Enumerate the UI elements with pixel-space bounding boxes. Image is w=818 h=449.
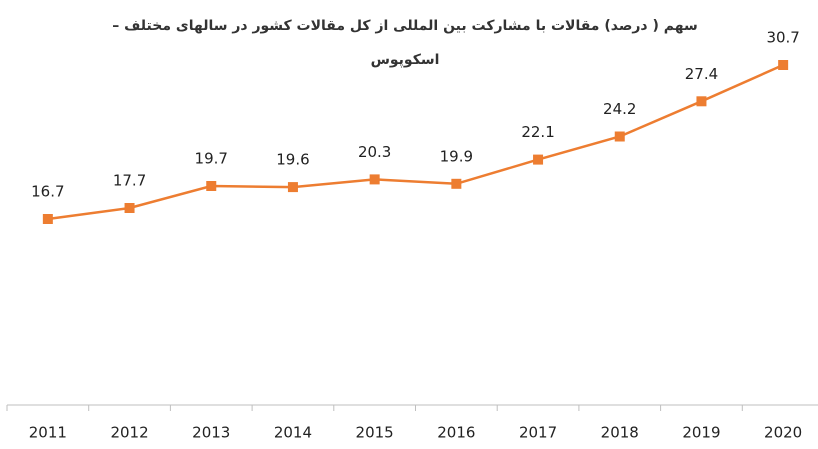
marker <box>696 96 707 107</box>
x-tick-label: 2014 <box>274 424 312 442</box>
x-tick-label: 2018 <box>601 424 639 442</box>
chart-title: سهم ( درصد) مقالات با مشارکت بین المللی … <box>112 18 698 34</box>
marker <box>287 182 298 193</box>
data-label: 24.2 <box>603 100 636 118</box>
data-label: 20.3 <box>358 143 391 161</box>
data-label: 16.7 <box>31 183 64 201</box>
data-label: 19.6 <box>276 151 309 169</box>
data-label: 30.7 <box>766 29 799 47</box>
data-label: 19.9 <box>440 147 473 165</box>
x-tick-label: 2015 <box>356 424 394 442</box>
marker <box>42 214 53 224</box>
marker <box>778 60 789 70</box>
x-tick-label: 2013 <box>192 424 230 442</box>
x-tick-label: 2016 <box>437 424 475 442</box>
marker <box>206 181 217 191</box>
data-label: 19.7 <box>195 150 228 168</box>
data-label: 27.4 <box>685 65 718 83</box>
data-label: 22.1 <box>521 123 554 141</box>
line <box>47 63 784 221</box>
marker <box>614 131 625 142</box>
marker <box>533 154 544 165</box>
x-tick-label: 2011 <box>29 424 67 442</box>
chart-title: اسکوپوس <box>371 52 440 68</box>
x-tick-label: 2019 <box>682 424 720 442</box>
x-tick-label: 2020 <box>764 424 802 442</box>
marker <box>369 174 380 185</box>
x-tick-label: 2012 <box>110 424 148 442</box>
marker <box>451 178 462 189</box>
data-label: 17.7 <box>113 172 146 190</box>
marker <box>124 203 135 213</box>
x-tick-label: 2017 <box>519 424 557 442</box>
